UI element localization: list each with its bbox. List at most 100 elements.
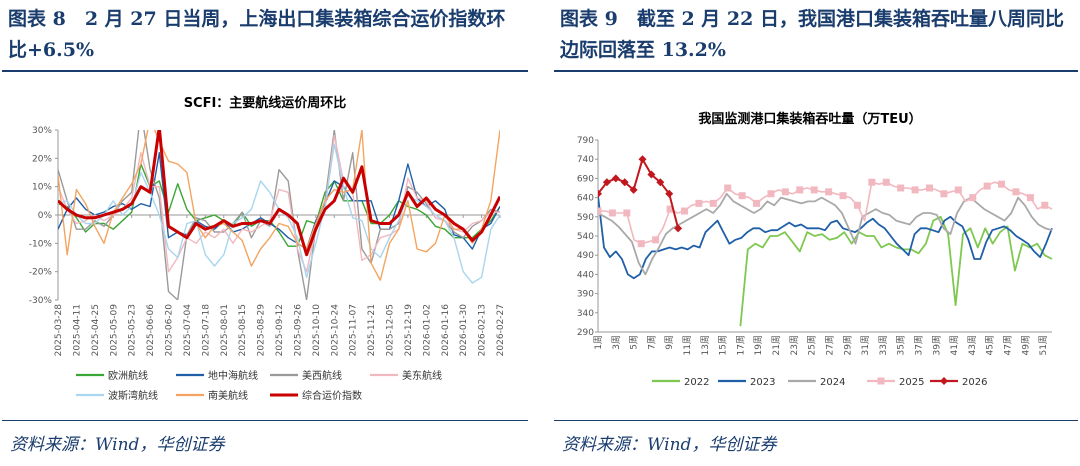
legend-label-2026: 2026 [962, 377, 987, 388]
y-tick-label: 540 [577, 232, 594, 242]
series-marker-2026 [620, 178, 629, 187]
x-tick-label: 5周 [629, 335, 640, 350]
scfi-series-group [58, 130, 500, 300]
series-line-欧洲航线 [58, 163, 500, 247]
scfi-chart: SCFI：主要航线运价周环比30%20%10%0%-10%-20%-30%202… [29, 95, 506, 402]
left-source-rule [2, 420, 528, 421]
x-tick-label: 49周 [1020, 335, 1031, 355]
legend-label-综合运价指数: 综合运价指数 [302, 389, 362, 402]
x-tick-label: 43周 [967, 335, 978, 355]
series-marker-2025 [825, 188, 833, 196]
y-tick-label: 640 [577, 194, 594, 204]
x-tick-label: 2026-02-13 [478, 304, 488, 356]
series-marker-2025 [598, 207, 602, 215]
x-tick-label: 47周 [1002, 335, 1013, 355]
y-tick-label: 20% [32, 154, 52, 164]
right-figure-panel: 图表 9 截至 2 月 22 日，我国港口集装箱吞吐量八周同比边际回落至 13.… [552, 0, 1080, 466]
series-marker-2025 [637, 240, 645, 248]
series-marker-2026 [674, 224, 683, 233]
x-tick-label: 27周 [824, 335, 835, 355]
left-caption-rule [2, 70, 528, 72]
right-caption-rule [554, 70, 1078, 72]
x-tick-label: 35周 [896, 335, 907, 355]
series-marker-2025 [940, 190, 948, 198]
x-tick-label: 2026-01-16 [441, 304, 451, 357]
x-tick-label: 2025-11-21 [367, 304, 377, 356]
series-marker-2025 [767, 190, 775, 198]
left-figure-caption: 图表 8 2 月 27 日当周，上海出口集装箱综合运价指数环比+6.5% [8, 8, 506, 61]
x-tick-label: 51周 [1038, 335, 1049, 355]
y-tick-label: 390 [577, 290, 594, 300]
x-tick-label: 2025-12-05 [386, 304, 396, 356]
x-tick-label: 23周 [789, 335, 800, 355]
x-tick-label: 11周 [682, 335, 693, 355]
x-tick-label: 2025-08-01 [220, 304, 230, 356]
legend-label-美西航线: 美西航线 [302, 369, 342, 382]
x-tick-label: 2026-02-27 [496, 304, 506, 356]
y-tick-label: 590 [577, 213, 594, 223]
series-line-南美航线 [58, 130, 500, 281]
legend-marker-2026 [940, 377, 948, 385]
y-tick-label: 490 [577, 251, 594, 261]
y-tick-label: -30% [29, 296, 53, 306]
series-marker-2025 [810, 186, 818, 194]
x-tick-label: 2025-07-04 [183, 304, 193, 357]
series-marker-2025 [1012, 188, 1020, 196]
series-marker-2025 [983, 182, 991, 190]
legend-label-欧洲航线: 欧洲航线 [108, 369, 148, 382]
series-marker-2025 [652, 236, 660, 244]
x-tick-label: 2025-04-25 [91, 304, 101, 356]
x-tick-label: 2025-11-07 [349, 304, 359, 356]
x-tick-label: 2025-09-26 [293, 304, 303, 357]
y-tick-label: 0% [38, 211, 53, 221]
series-marker-2026 [629, 185, 638, 194]
x-tick-label: 37周 [913, 335, 924, 355]
y-tick-label: 30% [32, 126, 52, 136]
series-marker-2025 [709, 199, 717, 207]
x-tick-label: 39周 [931, 335, 942, 355]
left-figure-panel: 图表 8 2 月 27 日当周，上海出口集装箱综合运价指数环比+6.5% SCF… [0, 0, 530, 466]
series-marker-2025 [680, 207, 688, 215]
left-source-note: 资料来源：Wind，华创证券 [10, 435, 225, 455]
legend-label-2024: 2024 [820, 377, 845, 388]
series-marker-2026 [611, 174, 620, 183]
series-marker-2025 [998, 180, 1006, 188]
legend-label-南美航线: 南美航线 [208, 389, 248, 402]
series-marker-2025 [738, 192, 746, 200]
x-tick-label: 2025-12-19 [404, 304, 414, 357]
x-tick-label: 2025-07-18 [201, 304, 211, 357]
series-marker-2025 [1041, 201, 1049, 209]
x-tick-label: 21周 [771, 335, 782, 355]
y-tick-label: 10% [32, 183, 52, 193]
legend-label-地中海航线: 地中海航线 [208, 369, 258, 382]
legend-label-美东航线: 美东航线 [402, 369, 442, 382]
y-tick-label: 740 [577, 155, 594, 165]
legend-label-2023: 2023 [750, 377, 775, 388]
x-tick-label: 2025-06-06 [146, 304, 156, 357]
series-marker-2025 [724, 184, 732, 192]
x-tick-label: 7周 [646, 335, 657, 350]
port-chart-title: 我国监测港口集装箱吞吐量（万TEU） [698, 111, 921, 127]
series-marker-2025 [911, 186, 919, 194]
x-tick-label: 19周 [753, 335, 764, 355]
x-tick-label: 29周 [842, 335, 853, 355]
y-tick-label: -20% [29, 268, 53, 278]
x-tick-label: 2025-08-15 [238, 304, 248, 356]
series-line-波斯湾航线 [58, 143, 500, 284]
x-tick-label: 2026-01-30 [459, 304, 469, 357]
series-marker-2025 [796, 186, 804, 194]
x-tick-label: 2025-06-20 [165, 304, 175, 357]
series-marker-2026 [638, 155, 647, 164]
series-marker-2025 [897, 184, 905, 192]
series-marker-2025 [954, 186, 962, 194]
series-marker-2026 [602, 178, 611, 187]
port-series-group [598, 155, 1053, 327]
series-marker-2025 [853, 201, 861, 209]
y-tick-label: 340 [577, 309, 594, 319]
series-marker-2025 [882, 178, 890, 186]
series-marker-2025 [695, 199, 703, 207]
series-marker-2025 [753, 199, 761, 207]
series-line-2026 [598, 158, 680, 229]
x-tick-label: 2025-10-10 [312, 304, 322, 357]
y-tick-label: 290 [577, 328, 594, 338]
